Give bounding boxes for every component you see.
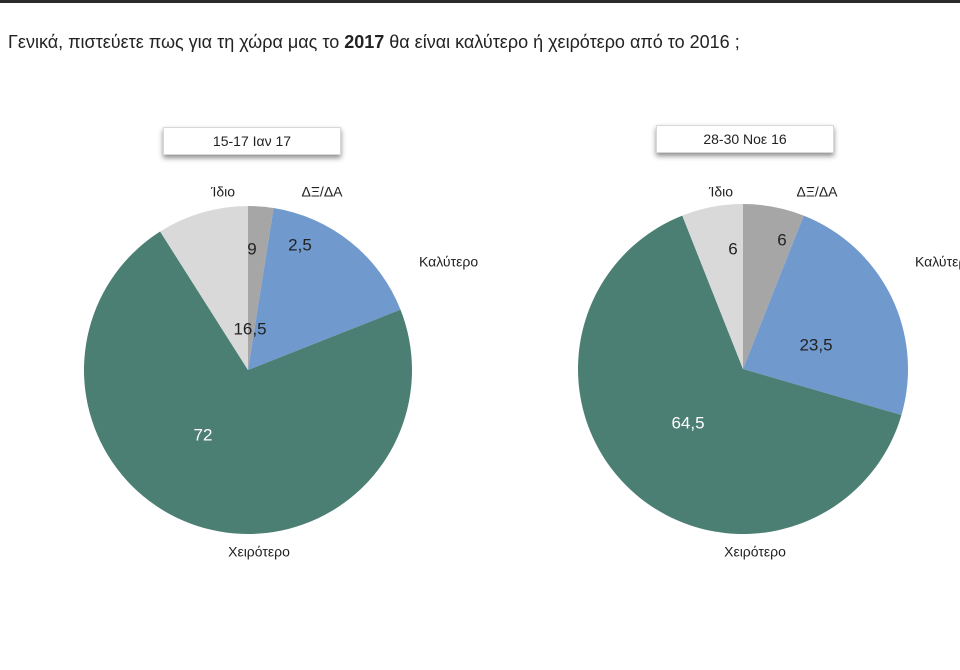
- question-text-start: Γενικά, πιστεύετε πως για τη χώρα μας το: [8, 32, 345, 52]
- value-label-idio-nov-16: 6: [728, 239, 737, 258]
- value-label-kalytero-nov-16: 23,5: [799, 335, 832, 354]
- value-label-cheirotero-nov-16: 64,5: [671, 413, 704, 432]
- value-label-cheirotero-jan-17: 72: [194, 425, 213, 444]
- pie-slice-dxda-jan-17: [248, 206, 274, 370]
- category-label-dxda-nov-16: ΔΞ/ΔΑ: [796, 184, 838, 200]
- category-label-kalytero-nov-16: Καλύτερο: [915, 254, 960, 270]
- category-label-idio-nov-16: Ίδιο: [708, 184, 733, 200]
- chart-title-nov-16: 28-30 Νοε 16: [656, 125, 834, 153]
- pie-slice-idio-nov-16: [682, 204, 743, 369]
- category-label-cheirotero-jan-17: Χειρότερο: [228, 544, 290, 560]
- survey-question: Γενικά, πιστεύετε πως για τη χώρα μας το…: [8, 32, 948, 53]
- top-rule: [0, 0, 960, 3]
- value-label-idio-jan-17: 9: [247, 239, 256, 258]
- value-label-dxda-nov-16: 6: [777, 230, 786, 249]
- value-label-kalytero-jan-17: 16,5: [233, 319, 266, 338]
- question-year-bold: 2017: [344, 32, 385, 52]
- pie-slice-kalytero-jan-17: [248, 208, 401, 370]
- pie-slice-idio-jan-17: [160, 206, 248, 370]
- chart-title-jan-17: 15-17 Ιαν 17: [163, 127, 341, 155]
- category-label-cheirotero-nov-16: Χειρότερο: [724, 544, 786, 560]
- pie-slice-dxda-nov-16: [743, 204, 804, 369]
- pie-slice-kalytero-nov-16: [743, 215, 908, 416]
- pie-slice-cheirotero-nov-16: [578, 215, 902, 534]
- question-text-end: θα είναι καλύτερο ή χειρότερο από το 201…: [384, 32, 740, 52]
- category-label-kalytero-jan-17: Καλύτερο: [419, 254, 478, 270]
- pie-slice-cheirotero-jan-17: [83, 231, 412, 535]
- value-label-dxda-jan-17: 2,5: [288, 235, 312, 254]
- category-label-idio-jan-17: Ίδιο: [210, 184, 235, 200]
- category-label-dxda-jan-17: ΔΞ/ΔΑ: [301, 184, 343, 200]
